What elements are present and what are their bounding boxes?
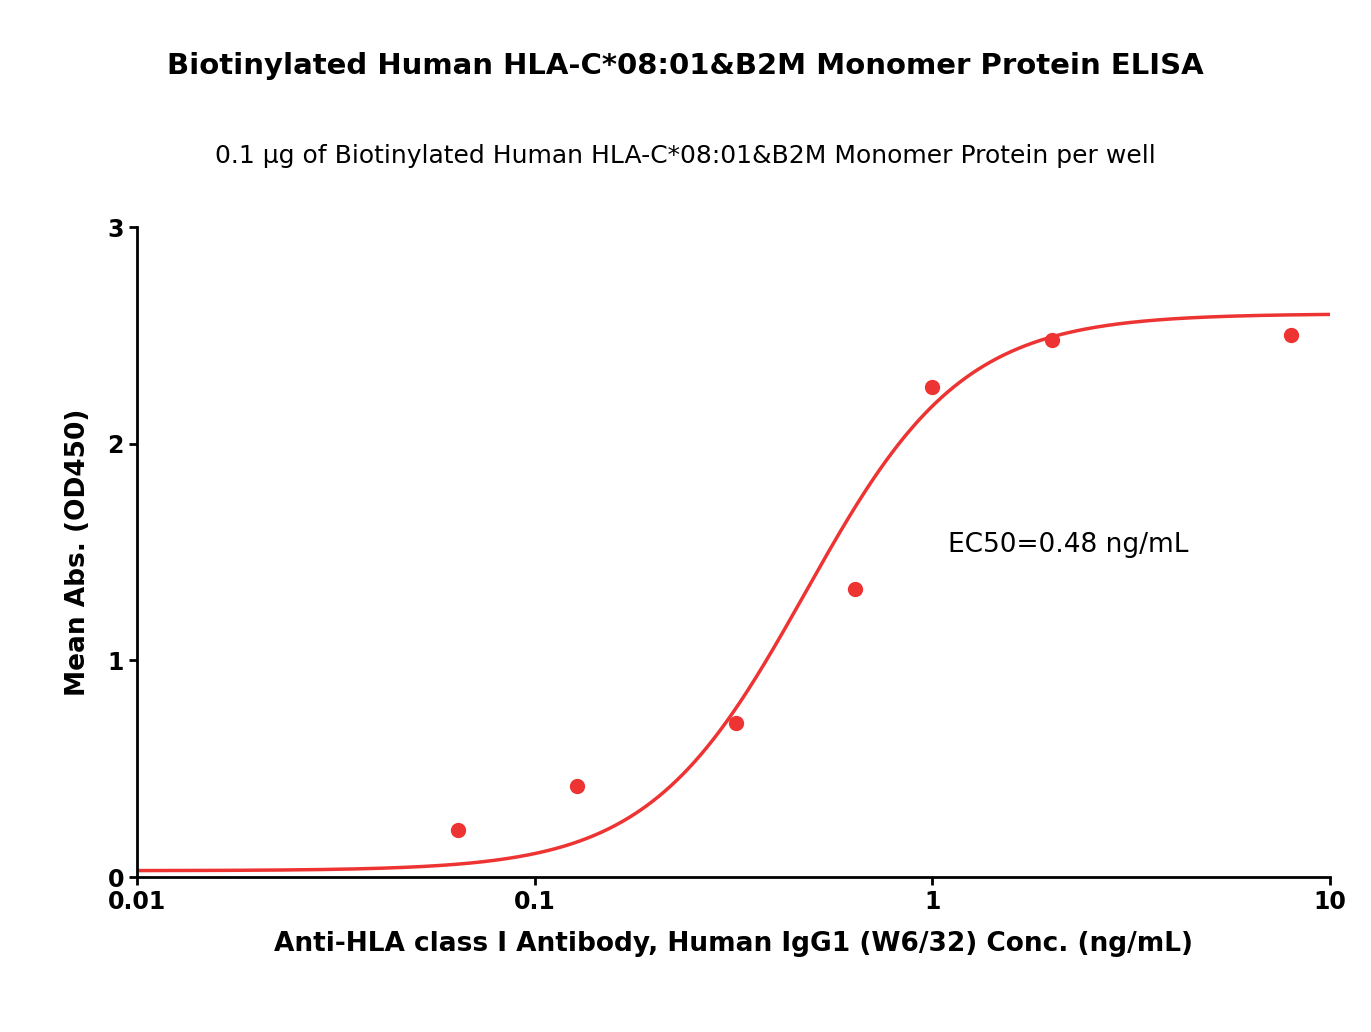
- Y-axis label: Mean Abs. (OD450): Mean Abs. (OD450): [64, 409, 90, 696]
- Point: [1281, 327, 1302, 344]
- Point: [845, 581, 866, 598]
- Point: [566, 778, 588, 795]
- Text: EC50=0.48 ng/mL: EC50=0.48 ng/mL: [949, 533, 1189, 558]
- Point: [724, 715, 746, 732]
- Text: Biotinylated Human HLA-C*08:01&B2M Monomer Protein ELISA: Biotinylated Human HLA-C*08:01&B2M Monom…: [167, 52, 1204, 79]
- X-axis label: Anti-HLA class I Antibody, Human IgG1 (W6/32) Conc. (ng/mL): Anti-HLA class I Antibody, Human IgG1 (W…: [274, 931, 1193, 957]
- Text: 0.1 μg of Biotinylated Human HLA-C*08:01&B2M Monomer Protein per well: 0.1 μg of Biotinylated Human HLA-C*08:01…: [215, 144, 1156, 168]
- Point: [447, 821, 469, 838]
- Point: [921, 379, 943, 395]
- Point: [1041, 331, 1063, 348]
